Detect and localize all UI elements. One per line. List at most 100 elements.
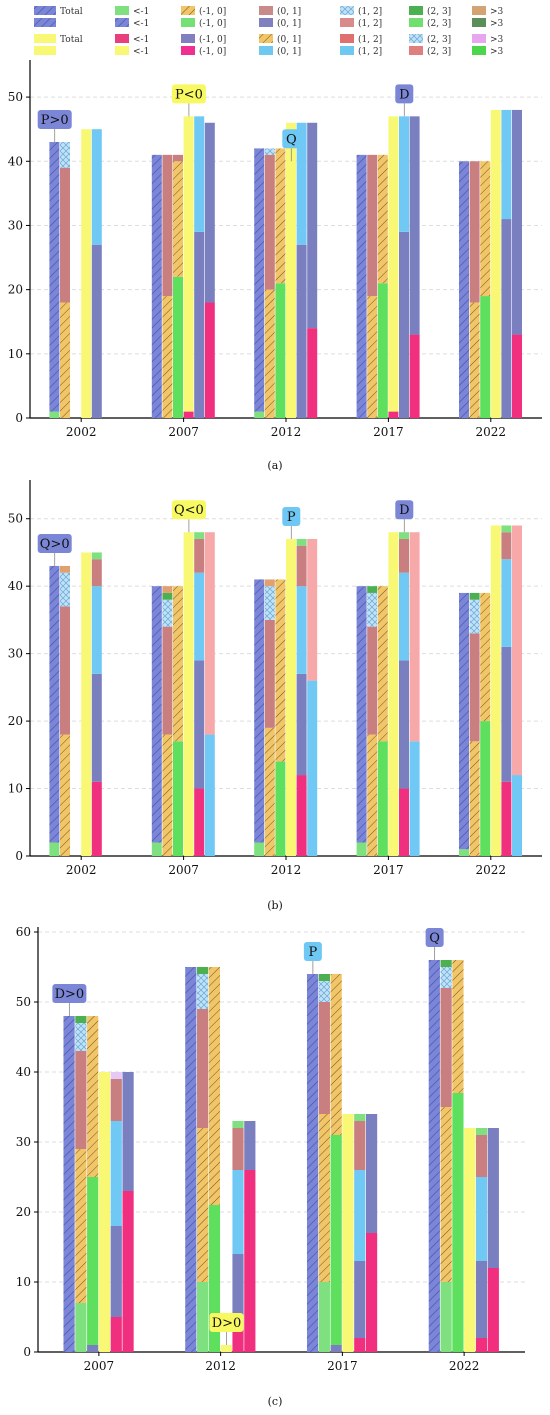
legend-swatch bbox=[34, 46, 56, 55]
bar-segment bbox=[91, 673, 102, 782]
annotation-box bbox=[395, 500, 414, 520]
y-tick-label: 60 bbox=[16, 925, 31, 939]
bar-segment bbox=[162, 296, 173, 418]
bar-segment bbox=[204, 734, 215, 856]
bar-segment bbox=[388, 411, 399, 418]
bar-segment bbox=[318, 974, 330, 981]
annotation-label: Q bbox=[286, 132, 297, 147]
bar-segment bbox=[490, 525, 501, 856]
legend-swatch bbox=[259, 34, 273, 43]
bar-segment bbox=[110, 1226, 122, 1317]
legend-label: (1, 2] bbox=[358, 6, 382, 17]
legend-swatch bbox=[34, 34, 56, 43]
bar-segment bbox=[440, 1282, 452, 1352]
bar-segment bbox=[501, 532, 512, 560]
bar-segment bbox=[91, 129, 102, 245]
bar-segment bbox=[197, 1128, 209, 1282]
bar-segment bbox=[75, 1016, 87, 1023]
bar-segment bbox=[49, 142, 60, 412]
bar-segment bbox=[512, 775, 522, 856]
bar-segment bbox=[151, 842, 162, 856]
annotation-box bbox=[171, 84, 206, 104]
bar-segment bbox=[367, 592, 378, 627]
legend-swatch bbox=[409, 34, 423, 43]
bar-segment bbox=[399, 538, 409, 573]
bar-segment bbox=[367, 626, 378, 735]
annotation-box bbox=[303, 942, 322, 961]
panel-label: (c) bbox=[268, 1395, 283, 1408]
annotation-label: D bbox=[399, 87, 409, 102]
bar-segment bbox=[330, 974, 342, 1135]
y-tick-label: 10 bbox=[8, 782, 23, 796]
bar-segment bbox=[459, 849, 469, 856]
bar-segment bbox=[173, 276, 183, 418]
annotation-label: P bbox=[287, 510, 296, 525]
bar-segment bbox=[162, 734, 173, 856]
legend-label: <-1 bbox=[133, 35, 149, 45]
x-tick-label: 2007 bbox=[84, 1359, 115, 1373]
x-tick-label: 2022 bbox=[449, 1359, 480, 1373]
chart-svg: 0 10 20 30 40 50 2002 2007 2012 2017 2022 P>0 P<0 Q D (… bbox=[8, 60, 542, 472]
legend-swatch bbox=[115, 46, 129, 55]
bar-segment bbox=[409, 532, 420, 742]
legend-label: >3 bbox=[490, 47, 504, 57]
legend-swatch bbox=[259, 6, 273, 15]
bar-segment bbox=[490, 109, 501, 418]
annotation-box bbox=[282, 506, 301, 526]
bar-segment bbox=[452, 1093, 464, 1352]
bar-segment bbox=[480, 592, 491, 722]
bar-segment bbox=[354, 1121, 366, 1170]
bar-segment bbox=[469, 599, 480, 634]
bar-segment bbox=[330, 1135, 342, 1345]
x-tick-label: 2012 bbox=[205, 1359, 236, 1373]
bar-segment bbox=[409, 334, 420, 418]
bar-segment bbox=[318, 1282, 330, 1352]
legend-swatch bbox=[115, 34, 129, 43]
bar-segment bbox=[367, 296, 378, 418]
legend-label: (-1, 0] bbox=[199, 46, 226, 57]
bar-segment bbox=[377, 586, 388, 742]
legend-swatch bbox=[259, 46, 273, 55]
legend-swatch bbox=[115, 6, 129, 15]
legend-swatch bbox=[34, 18, 56, 27]
annotation-label: Q>0 bbox=[40, 537, 70, 552]
bar-segment bbox=[87, 1177, 99, 1345]
legend-label: (0, 1] bbox=[277, 46, 301, 57]
bar-segment bbox=[275, 283, 286, 418]
legend-label: >3 bbox=[490, 7, 504, 17]
bar-segment bbox=[377, 283, 388, 418]
bar-segment bbox=[244, 1170, 256, 1352]
bar-segment bbox=[208, 1205, 221, 1352]
bar-segment bbox=[501, 525, 512, 533]
bar-segment bbox=[232, 1128, 244, 1170]
bar-segment bbox=[307, 328, 318, 418]
bar-segment bbox=[91, 781, 102, 856]
x-tick-label: 2017 bbox=[373, 863, 404, 877]
bar-segment bbox=[81, 129, 92, 418]
legend-label: (2, 3] bbox=[427, 18, 451, 29]
bar-segment bbox=[399, 788, 409, 856]
bar-segment bbox=[501, 219, 512, 418]
bar-segment bbox=[296, 586, 307, 674]
bar-segment bbox=[264, 619, 275, 728]
bar-segment bbox=[264, 586, 275, 620]
bar-segment bbox=[232, 1324, 244, 1352]
bar-segment bbox=[275, 148, 286, 284]
bar-segment bbox=[91, 552, 102, 560]
bar-segment bbox=[232, 1254, 244, 1324]
bar-segment bbox=[264, 289, 275, 418]
bar-segment bbox=[480, 721, 491, 856]
bar-segment bbox=[388, 116, 399, 412]
bar-segment bbox=[464, 1128, 476, 1352]
bar-segment bbox=[98, 1072, 111, 1352]
bar-segment bbox=[475, 1261, 488, 1338]
annotation-box bbox=[171, 500, 206, 520]
legend-label: (2, 3] bbox=[427, 34, 451, 45]
bar-segment bbox=[354, 1114, 366, 1121]
bar-segment bbox=[512, 109, 522, 335]
y-tick-label: 10 bbox=[8, 347, 23, 361]
bar-segment bbox=[194, 538, 205, 573]
bar-segment bbox=[440, 967, 452, 988]
bar-segment bbox=[232, 1121, 244, 1128]
legend-label: (0, 1] bbox=[277, 34, 301, 45]
